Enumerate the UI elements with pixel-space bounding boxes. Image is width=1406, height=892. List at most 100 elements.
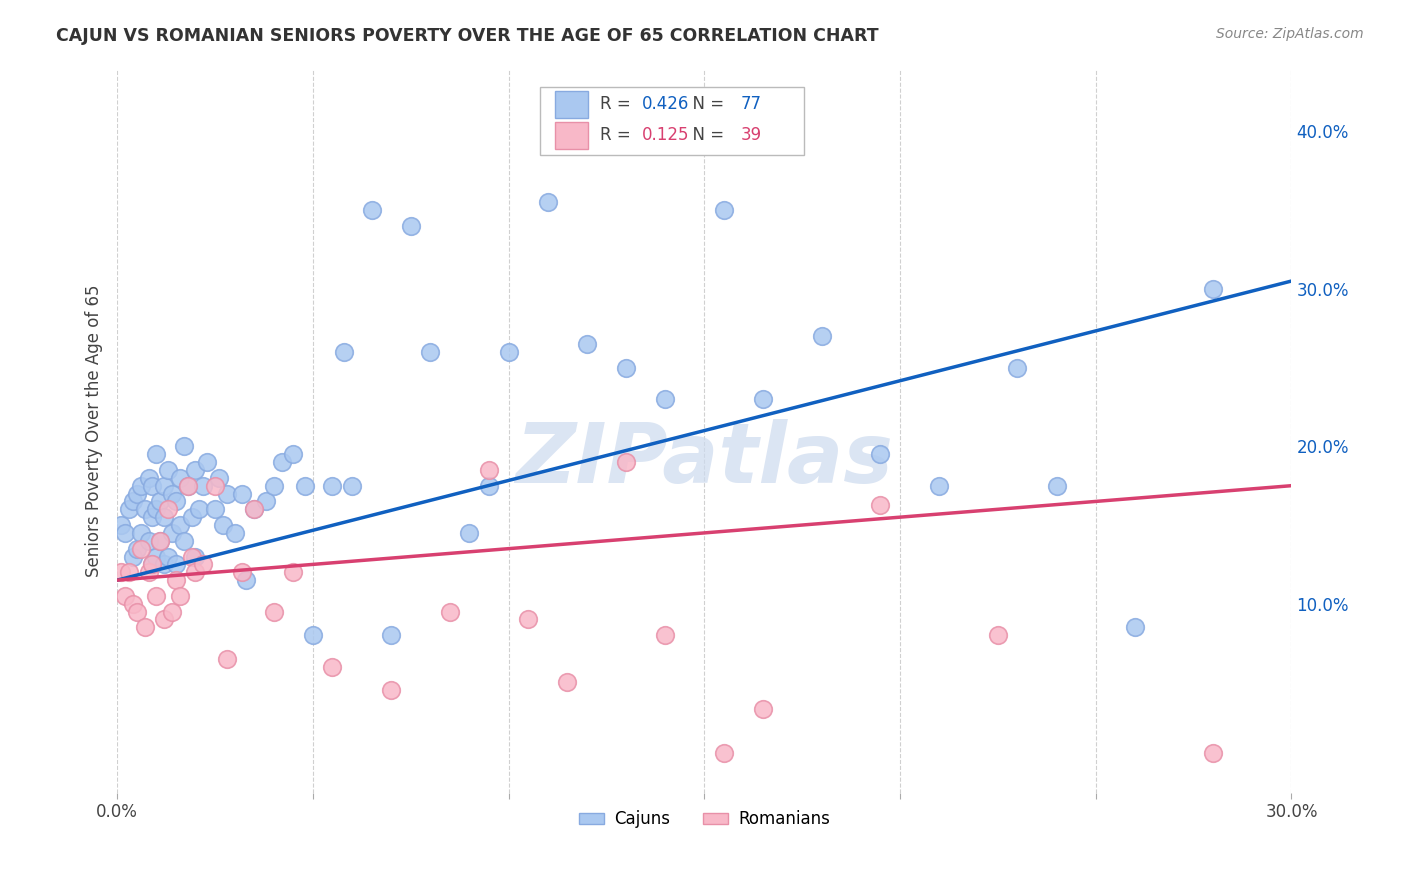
Point: [121, 549, 143, 564]
Point: [215, 486, 238, 500]
Point: [517, 612, 540, 626]
Point: [231, 486, 253, 500]
Point: [165, 573, 187, 587]
Point: [149, 533, 172, 548]
Point: [157, 549, 180, 564]
Point: [614, 455, 637, 469]
Point: [243, 502, 266, 516]
Point: [987, 628, 1010, 642]
Point: [169, 471, 191, 485]
Point: [478, 478, 501, 492]
Point: [149, 533, 172, 548]
Point: [928, 478, 950, 492]
Point: [208, 471, 231, 485]
Text: 77: 77: [741, 95, 762, 113]
Legend: Cajuns, Romanians: Cajuns, Romanians: [572, 804, 837, 835]
Point: [184, 566, 207, 580]
Point: [195, 455, 218, 469]
Point: [141, 558, 163, 572]
Point: [193, 478, 215, 492]
Point: [169, 589, 191, 603]
Point: [138, 566, 160, 580]
Point: [654, 392, 676, 406]
Point: [129, 541, 152, 556]
Point: [557, 675, 579, 690]
Point: [321, 478, 343, 492]
Point: [110, 518, 132, 533]
Point: [294, 478, 316, 492]
Point: [380, 683, 402, 698]
Point: [149, 494, 172, 508]
Text: N =: N =: [682, 126, 730, 144]
Point: [1202, 282, 1225, 296]
Text: N =: N =: [682, 95, 730, 113]
Point: [129, 525, 152, 540]
Point: [810, 329, 832, 343]
Point: [184, 463, 207, 477]
Point: [121, 494, 143, 508]
Point: [180, 510, 202, 524]
Point: [138, 533, 160, 548]
Text: R =: R =: [600, 126, 636, 144]
Point: [125, 541, 148, 556]
Point: [114, 525, 136, 540]
Point: [302, 628, 325, 642]
Point: [498, 344, 520, 359]
Point: [215, 652, 238, 666]
Point: [153, 510, 176, 524]
Point: [399, 219, 422, 233]
Point: [141, 558, 163, 572]
Point: [153, 558, 176, 572]
Point: [235, 573, 257, 587]
Point: [458, 525, 481, 540]
Point: [1123, 620, 1146, 634]
Point: [169, 518, 191, 533]
Point: [869, 498, 891, 512]
Point: [176, 478, 198, 492]
Point: [204, 478, 226, 492]
Text: CAJUN VS ROMANIAN SENIORS POVERTY OVER THE AGE OF 65 CORRELATION CHART: CAJUN VS ROMANIAN SENIORS POVERTY OVER T…: [56, 27, 879, 45]
Point: [869, 447, 891, 461]
FancyBboxPatch shape: [555, 121, 588, 149]
Point: [129, 478, 152, 492]
Point: [110, 566, 132, 580]
Point: [153, 478, 176, 492]
Point: [254, 494, 277, 508]
Text: 0.426: 0.426: [643, 95, 689, 113]
Point: [212, 518, 235, 533]
Point: [713, 203, 735, 218]
Point: [752, 392, 775, 406]
Point: [204, 502, 226, 516]
Point: [160, 486, 183, 500]
Point: [153, 612, 176, 626]
Point: [165, 494, 187, 508]
Point: [173, 533, 195, 548]
Point: [118, 502, 141, 516]
Point: [439, 605, 461, 619]
Point: [614, 360, 637, 375]
Point: [125, 486, 148, 500]
Point: [188, 502, 211, 516]
Point: [145, 447, 167, 461]
Point: [713, 747, 735, 761]
Point: [419, 344, 441, 359]
Point: [141, 510, 163, 524]
Point: [114, 589, 136, 603]
Point: [141, 478, 163, 492]
Point: [1045, 478, 1067, 492]
Point: [184, 549, 207, 564]
Point: [145, 549, 167, 564]
Point: [231, 566, 253, 580]
Point: [160, 605, 183, 619]
Point: [1202, 747, 1225, 761]
Point: [263, 478, 285, 492]
Point: [193, 558, 215, 572]
Point: [125, 605, 148, 619]
Point: [575, 337, 598, 351]
Point: [537, 195, 560, 210]
Point: [134, 502, 156, 516]
Point: [145, 589, 167, 603]
Point: [145, 502, 167, 516]
Point: [340, 478, 363, 492]
Point: [1007, 360, 1029, 375]
